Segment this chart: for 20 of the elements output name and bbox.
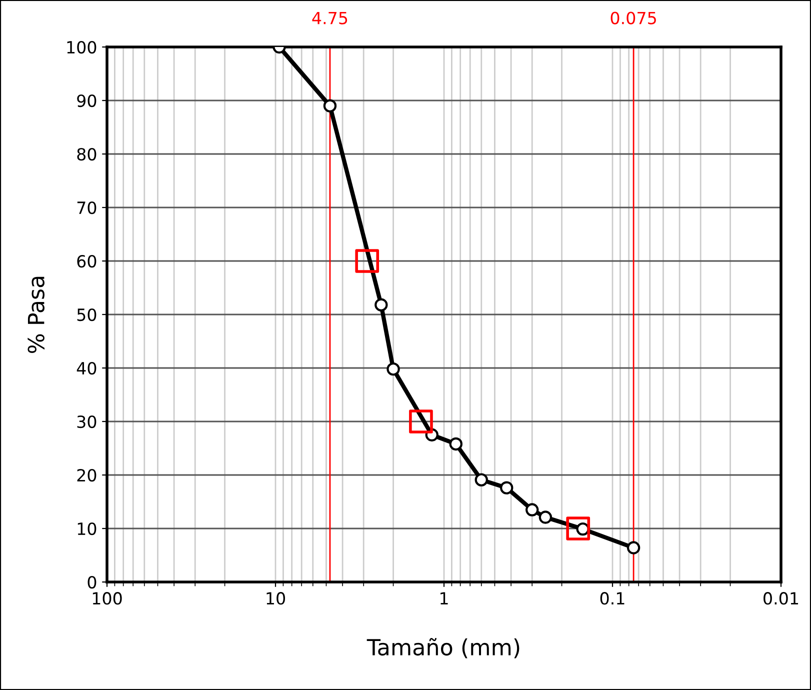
x-tick-label: 0.01: [764, 592, 798, 605]
y-tick-label: 20: [77, 468, 96, 482]
ref-line-label: 0.075: [610, 12, 656, 24]
y-tick-label: 90: [77, 94, 96, 108]
ref-line-label: 4.75: [312, 12, 348, 24]
y-tick-label: 80: [77, 148, 96, 161]
y-tick-label: 10: [78, 522, 96, 536]
y-tick-label: 0: [88, 576, 96, 589]
x-tick-label: 1: [440, 592, 448, 604]
y-tick-label: 100: [67, 40, 96, 54]
x-tick-label: 100: [92, 592, 122, 605]
y-axis-title: % Pasa: [28, 276, 44, 353]
y-tick-label: 60: [77, 254, 96, 268]
y-tick-label: 70: [77, 201, 96, 214]
x-tick-label: 0.1: [600, 592, 624, 605]
x-axis-title: Tamaño (mm): [366, 638, 520, 658]
y-tick-label: 30: [77, 415, 96, 428]
x-tick-label: 10: [266, 592, 285, 605]
y-tick-label: 50: [77, 308, 96, 322]
y-tick-label: 40: [76, 362, 96, 375]
